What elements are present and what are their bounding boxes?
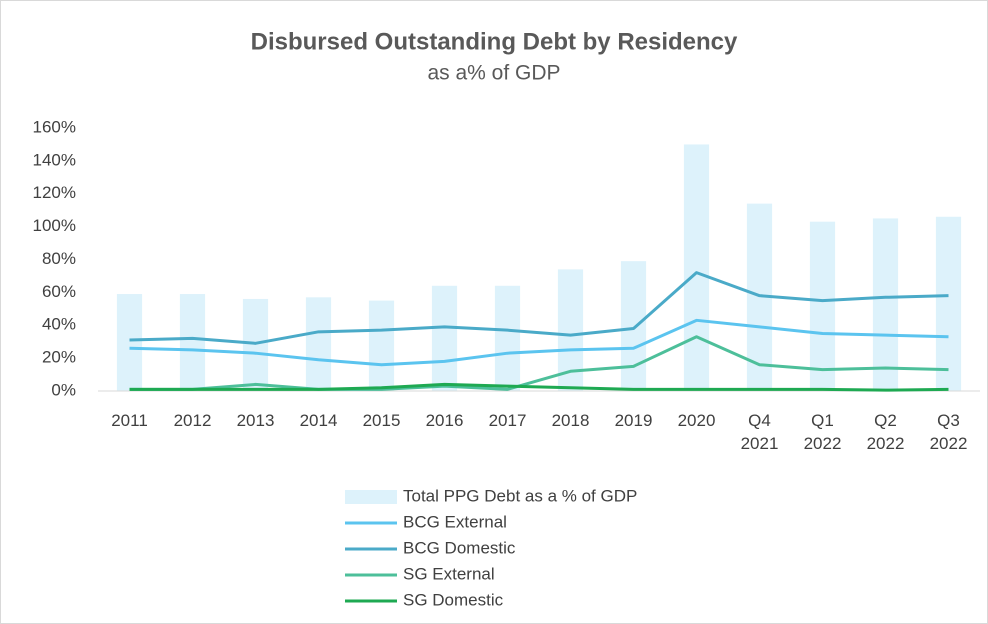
x-tick-label: 2014 (299, 411, 338, 430)
legend-label: Total PPG Debt as a % of GDP (403, 486, 637, 505)
legend-label: BCG External (403, 512, 507, 531)
x-tick-label: 2011 (111, 411, 148, 430)
bar (935, 216, 962, 391)
x-tick-label: Q2 2022 (866, 411, 905, 453)
chart-subtitle: as a% of GDP (427, 62, 560, 85)
x-tick-label: 2017 (488, 411, 527, 430)
line-series (129, 382, 949, 392)
line-series (129, 318, 949, 367)
bar (242, 298, 269, 391)
line-series (129, 271, 949, 345)
bar (179, 294, 206, 391)
bar (305, 297, 332, 391)
legend-swatch (345, 490, 397, 504)
bar (872, 218, 899, 391)
y-tick-label: 40% (42, 315, 76, 334)
bar (809, 221, 836, 391)
line-series (129, 335, 949, 391)
bar (368, 300, 395, 391)
y-tick-label: 80% (42, 249, 76, 268)
bar (116, 294, 143, 391)
x-tick-label: 2016 (425, 411, 464, 430)
bar (620, 261, 647, 391)
x-tick-label: 2012 (173, 411, 212, 430)
bar (494, 285, 521, 391)
bar (431, 285, 458, 391)
x-tick-label: 2015 (362, 411, 401, 430)
x-tick-label: Q4 2021 (740, 411, 779, 453)
y-tick-label: 20% (42, 348, 76, 367)
y-tick-label: 100% (33, 216, 76, 235)
legend-label: SG Domestic (403, 590, 504, 609)
y-tick-label: 160% (33, 117, 76, 136)
x-tick-label: 2013 (236, 411, 275, 430)
y-tick-label: 0% (51, 380, 76, 399)
x-tick-label: 2020 (677, 411, 716, 430)
chart-title: Disbursed Outstanding Debt by Residency (251, 28, 738, 55)
y-tick-label: 140% (33, 150, 76, 169)
y-tick-label: 120% (33, 183, 76, 202)
x-tick-label: 2019 (614, 411, 653, 430)
legend-label: BCG Domestic (403, 538, 516, 557)
x-tick-label: Q1 2022 (803, 411, 842, 453)
x-tick-label: Q3 2022 (929, 411, 968, 453)
y-tick-label: 60% (42, 282, 76, 301)
x-tick-label: 2018 (551, 411, 590, 430)
bar (683, 144, 710, 391)
legend-label: SG External (403, 564, 495, 583)
